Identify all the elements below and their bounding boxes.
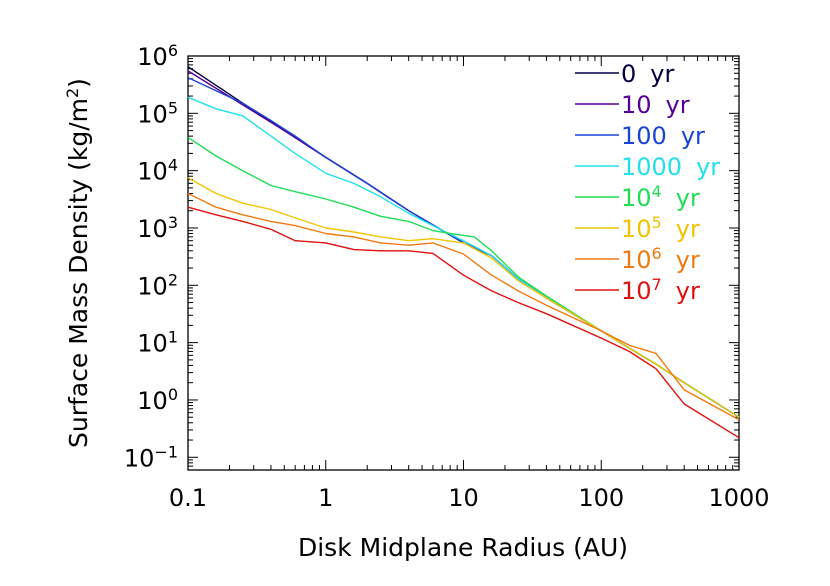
legend-label-3: 1000 yr <box>621 153 720 181</box>
series-line-5 <box>187 177 740 418</box>
legend-label-0: 0 yr <box>621 60 674 88</box>
legend-label-7: 107 yr <box>621 275 700 306</box>
plot-frame <box>187 55 740 471</box>
legend-label-4: 104 yr <box>621 182 700 213</box>
legend-label-2: 100 yr <box>621 122 705 150</box>
x-axis-title: Disk Midplane Radius (AU) <box>298 533 628 562</box>
series-line-6 <box>187 192 740 421</box>
x-tick-labels: 0.1 1 10 100 1000 <box>169 484 770 512</box>
x-tick-label: 100 <box>578 484 624 512</box>
legend-label-5: 105 yr <box>621 213 700 244</box>
legend-label-6: 106 yr <box>621 244 700 275</box>
y-tick-label: 103 <box>137 212 178 243</box>
x-tick-label: 1 <box>318 484 333 512</box>
y-axis-title: Surface Mass Density (kg/m2) <box>63 78 94 448</box>
legend-label-1: 10 yr <box>621 91 690 119</box>
y-tick-label: 102 <box>137 270 178 301</box>
y-axis-title-tail: ) <box>64 78 93 88</box>
y-tick-label: 101 <box>137 327 178 358</box>
y-tick-label: 10−1 <box>124 442 178 473</box>
axis-ticks <box>187 55 740 471</box>
series-line-7 <box>187 206 740 439</box>
y-tick-label: 104 <box>137 155 178 186</box>
y-tick-label: 106 <box>137 41 178 72</box>
x-tick-label: 1000 <box>708 484 769 512</box>
y-tick-label: 100 <box>137 384 178 415</box>
x-tick-label: 10 <box>448 484 479 512</box>
series-lines <box>187 66 740 439</box>
y-axis-title-main: Surface Mass Density (kg/m <box>64 98 93 448</box>
y-axis-title-sup: 2 <box>63 88 82 98</box>
y-tick-label: 105 <box>137 98 178 129</box>
y-tick-labels: 10−1 100 101 102 103 104 105 106 <box>124 41 178 473</box>
x-tick-label: 0.1 <box>169 484 207 512</box>
